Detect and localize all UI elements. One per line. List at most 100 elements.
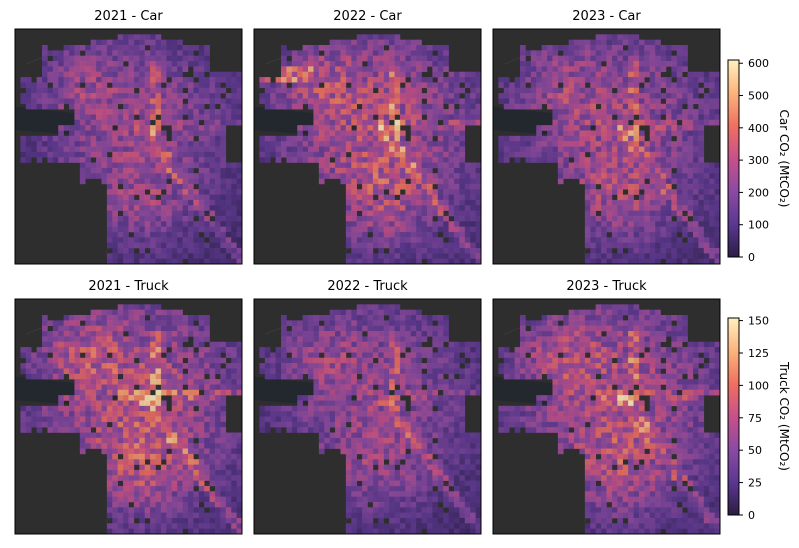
- heatmap-cell: [437, 61, 444, 67]
- heatmap-cell: [525, 103, 532, 110]
- heatmap-cell: [160, 336, 167, 343]
- heatmap-cell: [204, 459, 210, 465]
- heatmap-cell: [171, 247, 178, 254]
- heatmap-cell: [198, 151, 205, 158]
- heatmap-cell: [117, 416, 124, 423]
- heatmap-cell: [405, 205, 412, 211]
- heatmap-cell: [644, 237, 651, 243]
- heatmap-cell: [117, 258, 124, 265]
- heatmap-cell: [231, 215, 237, 222]
- heatmap-cell: [611, 39, 618, 46]
- heatmap-cell: [171, 315, 178, 321]
- heatmap-cell: [85, 162, 91, 169]
- heatmap-cell: [236, 448, 243, 455]
- heatmap-cell: [682, 157, 688, 163]
- heatmap-cell: [58, 87, 64, 94]
- heatmap-cell: [318, 151, 325, 158]
- heatmap-cell: [117, 363, 124, 369]
- heatmap-cell: [617, 87, 624, 94]
- heatmap-cell: [714, 237, 721, 243]
- heatmap-cell: [617, 82, 624, 89]
- heatmap-cell: [220, 141, 227, 147]
- heatmap-cell: [324, 55, 330, 62]
- heatmap-cell: [106, 231, 113, 238]
- heatmap-cell: [166, 453, 173, 460]
- heatmap-cell: [590, 77, 596, 83]
- heatmap-cell: [193, 443, 200, 449]
- heatmap-cell: [112, 336, 118, 343]
- heatmap-cell: [101, 373, 108, 380]
- heatmap-cell: [410, 226, 417, 233]
- heatmap-cell: [383, 258, 390, 265]
- heatmap-cell: [432, 61, 439, 67]
- heatmap-cell: [448, 141, 455, 147]
- heatmap-cell: [399, 215, 406, 222]
- heatmap-cell: [372, 173, 379, 179]
- heatmap-cell: [90, 162, 97, 169]
- heatmap-cell: [318, 55, 325, 62]
- heatmap-cell: [426, 189, 433, 195]
- heatmap-cell: [574, 162, 580, 169]
- heatmap-cell: [74, 341, 81, 348]
- heatmap-cell: [617, 231, 624, 238]
- heatmap-cell: [313, 157, 320, 163]
- heatmap-cell: [177, 528, 183, 535]
- heatmap-cell: [595, 242, 602, 249]
- heatmap-cell: [231, 77, 237, 83]
- heatmap-cell: [671, 93, 678, 99]
- heatmap-cell: [714, 226, 721, 233]
- heatmap-cell: [123, 146, 129, 153]
- panel-frame: [14, 28, 243, 265]
- heatmap-cell: [259, 151, 266, 158]
- heatmap-cell: [437, 162, 444, 169]
- heatmap-cell: [171, 523, 178, 529]
- heatmap-cell: [133, 411, 140, 417]
- heatmap-cell: [437, 130, 444, 137]
- heatmap-cell: [128, 523, 135, 529]
- heatmap-cell: [470, 189, 476, 195]
- heatmap-cell: [628, 45, 634, 51]
- heatmap-cell: [85, 98, 91, 105]
- heatmap-cell: [692, 199, 699, 206]
- heatmap-cell: [394, 50, 401, 56]
- panel-frame: [253, 28, 482, 265]
- heatmap-cell: [42, 331, 48, 337]
- heatmap-cell: [112, 210, 118, 217]
- heatmap-cell: [676, 189, 683, 195]
- heatmap-cell: [698, 87, 705, 94]
- heatmap-cell: [204, 45, 210, 51]
- heatmap-cell: [220, 173, 227, 179]
- heatmap-cell: [399, 221, 406, 227]
- heatmap-cell: [389, 45, 395, 51]
- heatmap-cell: [410, 237, 417, 243]
- heatmap-cell: [443, 231, 449, 238]
- heatmap-cell: [96, 352, 102, 359]
- heatmap-cell: [193, 194, 200, 201]
- heatmap-cell: [112, 512, 118, 519]
- heatmap-cell: [557, 141, 564, 147]
- heatmap-cell: [69, 55, 75, 62]
- heatmap-cell: [182, 253, 189, 259]
- heatmap-cell: [536, 82, 542, 89]
- heatmap-cell: [187, 485, 194, 492]
- heatmap-cell: [204, 469, 210, 476]
- heatmap-cell: [204, 336, 210, 343]
- heatmap-cell: [692, 119, 699, 126]
- heatmap-cell: [225, 512, 232, 519]
- heatmap-cell: [367, 183, 374, 190]
- heatmap-cell: [638, 210, 645, 217]
- heatmap-cell: [405, 194, 412, 201]
- heatmap-cell: [649, 178, 656, 185]
- heatmap-cell: [160, 66, 167, 73]
- heatmap-cell: [475, 205, 482, 211]
- heatmap-cell: [198, 205, 205, 211]
- heatmap-cell: [128, 71, 135, 78]
- heatmap-cell: [177, 475, 183, 481]
- heatmap-cell: [421, 199, 428, 206]
- heatmap-cell: [117, 443, 124, 449]
- heatmap-cell: [394, 221, 401, 227]
- heatmap-cell: [584, 55, 591, 62]
- heatmap-cell: [139, 496, 146, 503]
- heatmap-cell: [112, 103, 118, 110]
- heatmap-cell: [171, 368, 178, 375]
